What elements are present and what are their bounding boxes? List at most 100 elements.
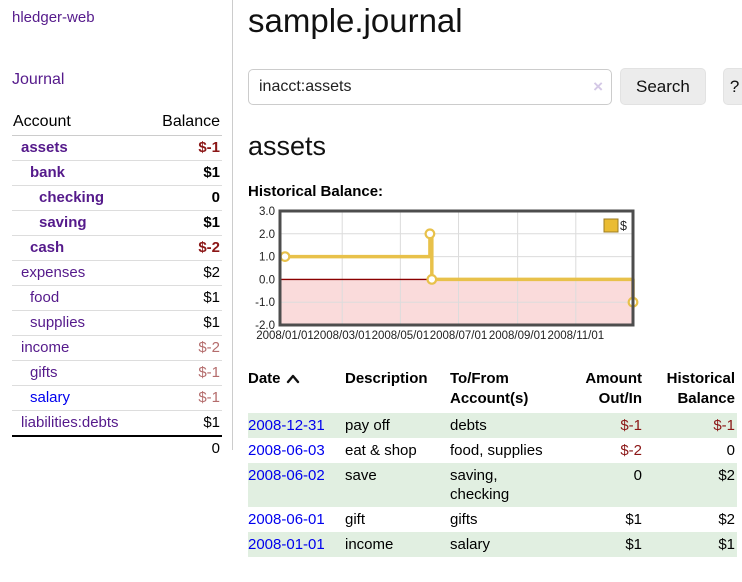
sidebar-account-link[interactable]: expenses	[21, 264, 86, 281]
sidebar-account-balance: $-1	[198, 139, 220, 156]
account-row: checking 0	[12, 186, 222, 211]
sidebar-account-link[interactable]: salary	[30, 389, 71, 406]
transaction-description: gift	[345, 511, 366, 528]
sidebar-account-balance: 0	[211, 189, 220, 206]
transaction-accounts: food, supplies	[450, 442, 543, 459]
clear-search-icon[interactable]: ×	[593, 76, 603, 96]
sidebar-account-link[interactable]: saving	[39, 214, 87, 231]
accounts-header: Account Balance	[12, 110, 222, 136]
transaction-row[interactable]: 2008-01-01 income salary $1 $1	[248, 532, 737, 557]
search-input[interactable]	[248, 68, 612, 105]
y-tick-label: 3.0	[259, 206, 275, 218]
transaction-date-link[interactable]: 2008-01-01	[248, 536, 325, 553]
help-button[interactable]: ?	[722, 68, 742, 105]
transaction-balance: $2	[718, 511, 735, 528]
sidebar-account-balance: $-1	[198, 389, 220, 406]
chart-label: Historical Balance:	[248, 183, 384, 200]
transaction-accounts: saving, checking	[450, 467, 510, 503]
sidebar-account-balance: $1	[203, 289, 220, 306]
account-row: saving $1	[12, 211, 222, 236]
sidebar-account-link[interactable]: bank	[30, 164, 66, 181]
sidebar-account-balance: $1	[203, 414, 220, 431]
transactions-header-row: Date Description To/From Account(s) Amou…	[248, 367, 737, 413]
column-header-accounts[interactable]: To/From Account(s)	[450, 370, 529, 407]
transaction-accounts: debts	[450, 417, 487, 434]
x-tick-label: 2008/03/01	[313, 330, 371, 342]
y-tick-label: 1.0	[259, 252, 275, 264]
transaction-balance: $2	[718, 467, 735, 484]
app-brand-link[interactable]: hledger-web	[12, 9, 95, 26]
transaction-row[interactable]: 2008-06-03 eat & shop food, supplies $-2 0	[248, 438, 737, 463]
transactions-table: Date Description To/From Account(s) Amou…	[248, 367, 737, 557]
sidebar-account-link[interactable]: assets	[21, 139, 68, 156]
transaction-row[interactable]: 2008-06-02 save saving, checking 0 $2	[248, 463, 737, 507]
column-header-date[interactable]: Date	[248, 367, 345, 413]
transaction-description: income	[345, 536, 394, 553]
sidebar-account-link[interactable]: cash	[30, 239, 65, 256]
accounts-tree: Account Balance assets $-1 bank $1 checking 0…	[12, 110, 222, 461]
accounts-total: 0	[12, 435, 222, 461]
sidebar-account-link[interactable]: checking	[39, 189, 105, 206]
sidebar-account-link[interactable]: income	[21, 339, 70, 356]
y-tick-label: 0.0	[259, 274, 275, 286]
transaction-balance: 0	[726, 442, 735, 459]
transaction-row[interactable]: 2008-12-31 pay off debts $-1 $-1	[248, 413, 737, 438]
transaction-amount: $1	[625, 511, 642, 528]
sidebar-item-journal[interactable]: Journal	[12, 71, 65, 88]
chart-border	[278, 209, 635, 327]
transaction-date-link[interactable]: 2008-06-01	[248, 511, 325, 528]
search-form: × Search ?	[248, 68, 742, 105]
transaction-row[interactable]: 2008-06-01 gift gifts $1 $2	[248, 507, 737, 532]
transaction-description: save	[345, 467, 377, 484]
transaction-amount: $1	[625, 536, 642, 553]
transaction-balance: $-1	[713, 417, 735, 434]
data-point-marker	[279, 251, 291, 262]
sidebar-account-balance: $1	[203, 314, 220, 331]
sidebar-account-balance: $2	[203, 264, 220, 281]
account-row: salary $-1	[12, 386, 222, 411]
transaction-accounts: salary	[450, 536, 491, 553]
transaction-amount: $-2	[620, 442, 642, 459]
sidebar-account-link[interactable]: supplies	[30, 314, 86, 331]
sort-ascending-icon	[286, 374, 299, 384]
sidebar-account-balance: $-2	[198, 339, 220, 356]
account-row: cash $-2	[12, 236, 222, 261]
search-button[interactable]: Search	[620, 68, 706, 105]
sidebar-account-balance: $-1	[198, 364, 220, 381]
column-header-amount[interactable]: Amount Out/In	[585, 370, 642, 407]
x-tick-label: 2008/09/01	[489, 330, 547, 342]
y-tick-label: -2.0	[255, 320, 275, 332]
column-header-description[interactable]: Description	[345, 370, 428, 387]
data-point-marker	[424, 228, 436, 240]
page-title: sample.journal	[248, 2, 463, 39]
sidebar-account-link[interactable]: gifts	[30, 364, 58, 381]
account-row: assets $-1	[12, 136, 222, 161]
transaction-accounts: gifts	[450, 511, 478, 528]
x-tick-label: 2008/11/01	[547, 330, 604, 342]
transaction-date-link[interactable]: 2008-06-02	[248, 467, 325, 484]
account-row: income $-2	[12, 336, 222, 361]
transaction-date-link[interactable]: 2008-06-03	[248, 442, 325, 459]
transaction-description: pay off	[345, 417, 390, 434]
account-row: liabilities:debts $1	[12, 411, 222, 435]
sidebar-account-balance: $1	[203, 164, 220, 181]
x-tick-label: 2008/07/01	[430, 330, 488, 342]
transaction-amount: 0	[633, 467, 642, 484]
account-page-title: assets	[248, 131, 327, 161]
y-tick-label: -1.0	[255, 297, 275, 309]
x-tick-label: 2008/01/01	[256, 330, 314, 342]
main-content: sample.journal × Search ? assets Histori…	[233, 0, 742, 557]
sidebar: hledger-web Journal Account Balance asse…	[0, 0, 233, 457]
column-header-balance[interactable]: Historical Balance	[666, 370, 735, 407]
accounts-header-balance: Balance	[162, 113, 220, 130]
sidebar-account-link[interactable]: liabilities:debts	[21, 414, 119, 431]
legend-label: $	[620, 219, 627, 233]
accounts-header-account: Account	[13, 113, 71, 130]
account-row: gifts $-1	[12, 361, 222, 386]
sidebar-account-link[interactable]: food	[30, 289, 60, 306]
account-row: food $1	[12, 286, 222, 311]
transaction-date-link[interactable]: 2008-12-31	[248, 417, 325, 434]
account-row: bank $1	[12, 161, 222, 186]
x-tick-label: 2008/05/01	[372, 330, 430, 342]
